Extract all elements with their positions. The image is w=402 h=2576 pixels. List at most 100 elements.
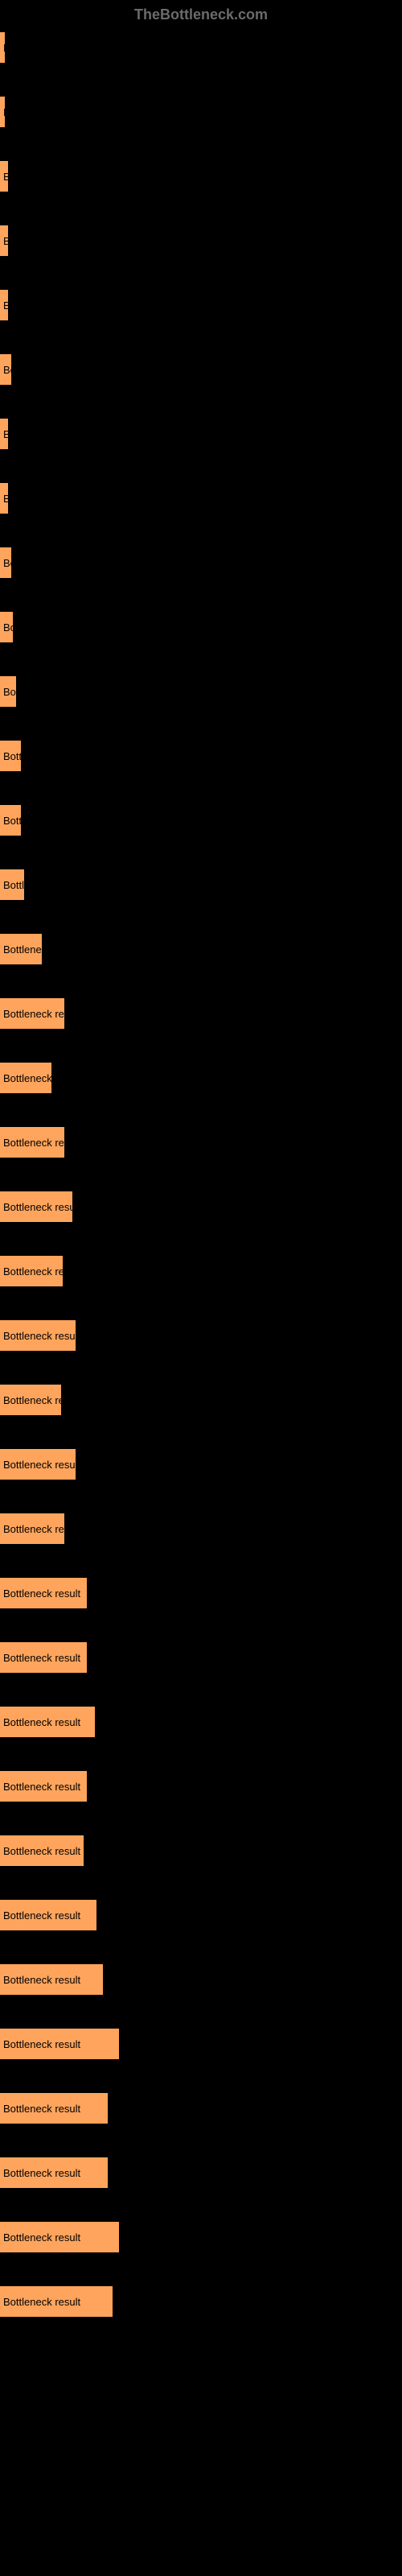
bar-row: Bottleneck result (0, 934, 402, 964)
bar-label: Bottleneck result (3, 1394, 61, 1406)
bottleneck-bar[interactable]: Bottleneck result (0, 32, 5, 63)
bar-label: Bottleneck result (3, 1330, 76, 1342)
bar-row: Bottleneck result (0, 161, 402, 192)
bar-row: Bottleneck result (0, 354, 402, 385)
bar-row: Bottleneck result (0, 547, 402, 578)
bottleneck-bar[interactable]: Bottleneck result (0, 612, 13, 642)
bottleneck-bar[interactable]: Bottleneck result (0, 1385, 61, 1415)
bar-row: Bottleneck result (0, 1449, 402, 1480)
bar-row: Bottleneck result (0, 998, 402, 1029)
bottleneck-bar[interactable]: Bottleneck result (0, 2286, 113, 2317)
bar-row: Bottleneck result (0, 2029, 402, 2059)
bar-row: Bottleneck result (0, 869, 402, 900)
bar-label: Bottleneck result (3, 493, 8, 505)
bottleneck-bar[interactable]: Bottleneck result (0, 805, 21, 836)
bar-label: Bottleneck result (3, 557, 11, 569)
bar-label: Bottleneck result (3, 235, 8, 247)
bottleneck-bar[interactable]: Bottleneck result (0, 1063, 51, 1093)
bar-row: Bottleneck result (0, 612, 402, 642)
bottleneck-bar[interactable]: Bottleneck result (0, 161, 8, 192)
bar-label: Bottleneck result (3, 815, 21, 827)
bar-label: Bottleneck result (3, 1137, 64, 1149)
bar-row: Bottleneck result (0, 225, 402, 256)
bar-label: Bottleneck result (3, 1781, 80, 1793)
bottleneck-bar[interactable]: Bottleneck result (0, 2157, 108, 2188)
bottleneck-bar[interactable]: Bottleneck result (0, 934, 42, 964)
bar-label: Bottleneck result (3, 750, 21, 762)
bar-row: Bottleneck result (0, 741, 402, 771)
bottleneck-bar[interactable]: Bottleneck result (0, 1900, 96, 1930)
bar-label: Bottleneck result (3, 879, 24, 891)
bottleneck-bar[interactable]: Bottleneck result (0, 1642, 87, 1673)
bottleneck-bar[interactable]: Bottleneck result (0, 1964, 103, 1995)
bottleneck-bar[interactable]: Bottleneck result (0, 2222, 119, 2252)
bar-label: Bottleneck result (3, 1716, 80, 1728)
bar-row: Bottleneck result (0, 1513, 402, 1544)
bottleneck-bar[interactable]: Bottleneck result (0, 354, 11, 385)
bottleneck-bar[interactable]: Bottleneck result (0, 869, 24, 900)
bar-label: Bottleneck result (3, 1909, 80, 1922)
bottleneck-bar[interactable]: Bottleneck result (0, 998, 64, 1029)
bar-row: Bottleneck result (0, 805, 402, 836)
bar-label: Bottleneck result (3, 2103, 80, 2115)
bar-label: Bottleneck result (3, 2231, 80, 2244)
bar-row: Bottleneck result (0, 1771, 402, 1802)
bar-label: Bottleneck result (3, 2167, 80, 2179)
bar-label: Bottleneck result (3, 364, 11, 376)
bar-row: Bottleneck result (0, 483, 402, 514)
bottleneck-bar[interactable]: Bottleneck result (0, 676, 16, 707)
bar-row: Bottleneck result (0, 1385, 402, 1415)
bar-row: Bottleneck result (0, 1063, 402, 1093)
bar-row: Bottleneck result (0, 1320, 402, 1351)
bar-label: Bottleneck result (3, 1845, 80, 1857)
bar-row: Bottleneck result (0, 1835, 402, 1866)
watermark-text: TheBottleneck.com (134, 6, 268, 23)
bar-label: Bottleneck result (3, 1459, 76, 1471)
bottleneck-bar[interactable]: Bottleneck result (0, 1191, 72, 1222)
bottleneck-bar[interactable]: Bottleneck result (0, 1449, 76, 1480)
bottleneck-bar[interactable]: Bottleneck result (0, 225, 8, 256)
bar-label: Bottleneck result (3, 1523, 64, 1535)
bottleneck-bar[interactable]: Bottleneck result (0, 1835, 84, 1866)
bottleneck-bar[interactable]: Bottleneck result (0, 1127, 64, 1158)
bottleneck-bar[interactable]: Bottleneck result (0, 419, 8, 449)
bottleneck-bar[interactable]: Bottleneck result (0, 547, 11, 578)
bottleneck-bar[interactable]: Bottleneck result (0, 483, 8, 514)
bottleneck-bar[interactable]: Bottleneck result (0, 1320, 76, 1351)
bar-label: Bottleneck result (3, 943, 42, 956)
bottleneck-bar-chart: Bottleneck result Bottleneck result Bottle… (0, 0, 402, 2367)
bar-label: Bottleneck result (3, 686, 16, 698)
bottleneck-bar[interactable]: Bottleneck result (0, 290, 8, 320)
bar-row: Bottleneck result (0, 1127, 402, 1158)
bar-row: Bottleneck result (0, 2093, 402, 2124)
bar-row: Bottleneck result (0, 1191, 402, 1222)
bar-row: Bottleneck result (0, 1707, 402, 1737)
bar-label: Bottleneck result (3, 106, 5, 118)
bottleneck-bar[interactable]: Bottleneck result (0, 2029, 119, 2059)
bar-row: Bottleneck result (0, 2157, 402, 2188)
bar-label: Bottleneck result (3, 1008, 64, 1020)
bar-label: Bottleneck result (3, 1652, 80, 1664)
bar-label: Bottleneck result (3, 171, 8, 183)
bottleneck-bar[interactable]: Bottleneck result (0, 741, 21, 771)
bar-row: Bottleneck result (0, 2286, 402, 2317)
bar-row: Bottleneck result (0, 1964, 402, 1995)
bar-label: Bottleneck result (3, 428, 8, 440)
bottleneck-bar[interactable]: Bottleneck result (0, 2093, 108, 2124)
bottleneck-bar[interactable]: Bottleneck result (0, 1578, 87, 1608)
bar-label: Bottleneck result (3, 1587, 80, 1600)
bar-row: Bottleneck result (0, 2222, 402, 2252)
bar-row: Bottleneck result (0, 419, 402, 449)
bottleneck-bar[interactable]: Bottleneck result (0, 97, 5, 127)
bar-label: Bottleneck result (3, 1974, 80, 1986)
bar-row: Bottleneck result (0, 1900, 402, 1930)
bar-row: Bottleneck result (0, 1578, 402, 1608)
bar-label: Bottleneck result (3, 1265, 63, 1278)
bottleneck-bar[interactable]: Bottleneck result (0, 1256, 63, 1286)
bottleneck-bar[interactable]: Bottleneck result (0, 1771, 87, 1802)
bar-label: Bottleneck result (3, 299, 8, 312)
bar-row: Bottleneck result (0, 32, 402, 63)
bottleneck-bar[interactable]: Bottleneck result (0, 1707, 95, 1737)
bottleneck-bar[interactable]: Bottleneck result (0, 1513, 64, 1544)
bar-label: Bottleneck result (3, 1201, 72, 1213)
